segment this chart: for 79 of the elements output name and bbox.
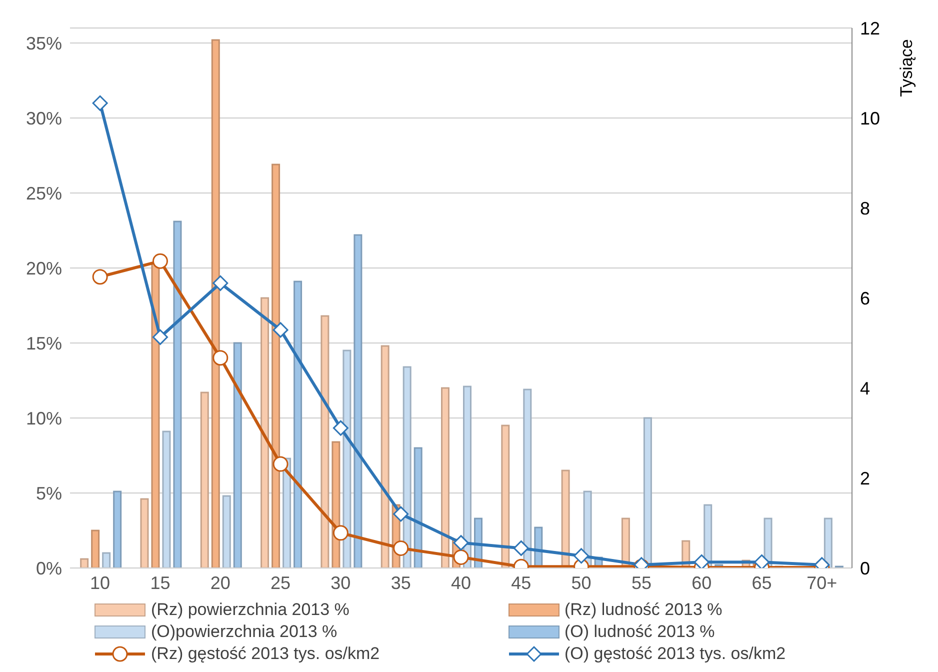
bar: [162, 430, 171, 568]
y2-tick-label: 2: [860, 468, 870, 488]
bar: [260, 297, 270, 568]
x-tick-label: 35: [390, 572, 411, 593]
point: [694, 554, 710, 568]
y-tick-label: 30%: [26, 108, 62, 128]
point: [393, 506, 409, 522]
y2-tick-label: 12: [860, 18, 880, 38]
x-tick-label: 25: [270, 572, 291, 593]
x-tick-label: 30: [330, 572, 351, 593]
y-tick-label: 25%: [26, 183, 62, 204]
point: [212, 275, 228, 291]
point: [453, 549, 469, 565]
y2-tick-label: 8: [860, 198, 870, 218]
point: [272, 322, 288, 338]
bar: [222, 495, 231, 568]
y-tick-label: 5%: [36, 483, 62, 504]
bar: [151, 262, 160, 568]
y-tick-label: 20%: [26, 258, 62, 278]
point: [513, 540, 529, 556]
x-tick-label: 10: [90, 572, 110, 593]
y2-tick-label: 4: [860, 378, 870, 398]
bar: [282, 458, 292, 568]
legend-label: (Rz) ludność 2013 %: [564, 600, 722, 620]
point: [152, 329, 168, 345]
y-tick-label: 35%: [26, 33, 62, 54]
legend-label: (Rz) powierzchnia 2013 %: [151, 600, 350, 620]
x-tick-label: 15: [150, 572, 170, 593]
bar: [102, 552, 111, 568]
bar: [501, 424, 510, 568]
y-tick-label: 0%: [36, 558, 62, 578]
point: [332, 420, 348, 436]
x-tick-label: 60: [692, 572, 712, 593]
point: [92, 95, 108, 111]
point: [152, 253, 168, 269]
point: [453, 535, 469, 551]
point: [754, 554, 770, 568]
bar: [380, 345, 390, 568]
legend-label: (O) gęstość 2013 tys. os/km2: [564, 644, 786, 664]
y2-tick-label: 10: [860, 108, 880, 128]
bar: [320, 315, 330, 568]
bar: [441, 387, 450, 568]
y-tick-label: 10%: [26, 408, 62, 428]
x-tick-label: 55: [631, 572, 652, 593]
legend-label: (O)powierzchnia 2013 %: [151, 622, 338, 642]
bar: [463, 386, 472, 568]
point: [92, 269, 108, 285]
point: [332, 525, 348, 541]
bar: [414, 447, 422, 568]
bar: [80, 558, 89, 568]
bar: [140, 498, 149, 568]
x-tick-label: 65: [752, 572, 772, 593]
bar: [332, 441, 340, 568]
point: [212, 350, 228, 366]
y2-axis-title: Tysiące: [897, 39, 916, 97]
x-tick-label: 70+: [806, 572, 838, 593]
bar: [402, 366, 412, 568]
y2-tick-label: 6: [860, 288, 870, 308]
bar: [294, 280, 302, 568]
legend-label: (Rz) gęstość 2013 tys. os/km2: [151, 644, 380, 664]
legend-label: (O) ludność 2013 %: [564, 622, 715, 642]
bar: [173, 220, 182, 568]
bar: [342, 350, 352, 568]
y2-tick-label: 0: [860, 558, 870, 578]
bar: [91, 530, 100, 568]
bar: [113, 490, 122, 568]
point: [393, 540, 409, 556]
x-tick-label: 50: [571, 572, 592, 593]
bar: [272, 164, 280, 568]
bar: [200, 392, 209, 568]
x-tick-label: 40: [450, 572, 472, 593]
x-tick-label: 20: [210, 572, 230, 593]
bar: [354, 234, 362, 568]
point: [272, 456, 288, 472]
bar: [211, 39, 220, 568]
x-tick-label: 45: [511, 572, 532, 593]
y-tick-label: 15%: [26, 333, 62, 354]
bar: [233, 342, 242, 568]
point: [574, 548, 590, 564]
